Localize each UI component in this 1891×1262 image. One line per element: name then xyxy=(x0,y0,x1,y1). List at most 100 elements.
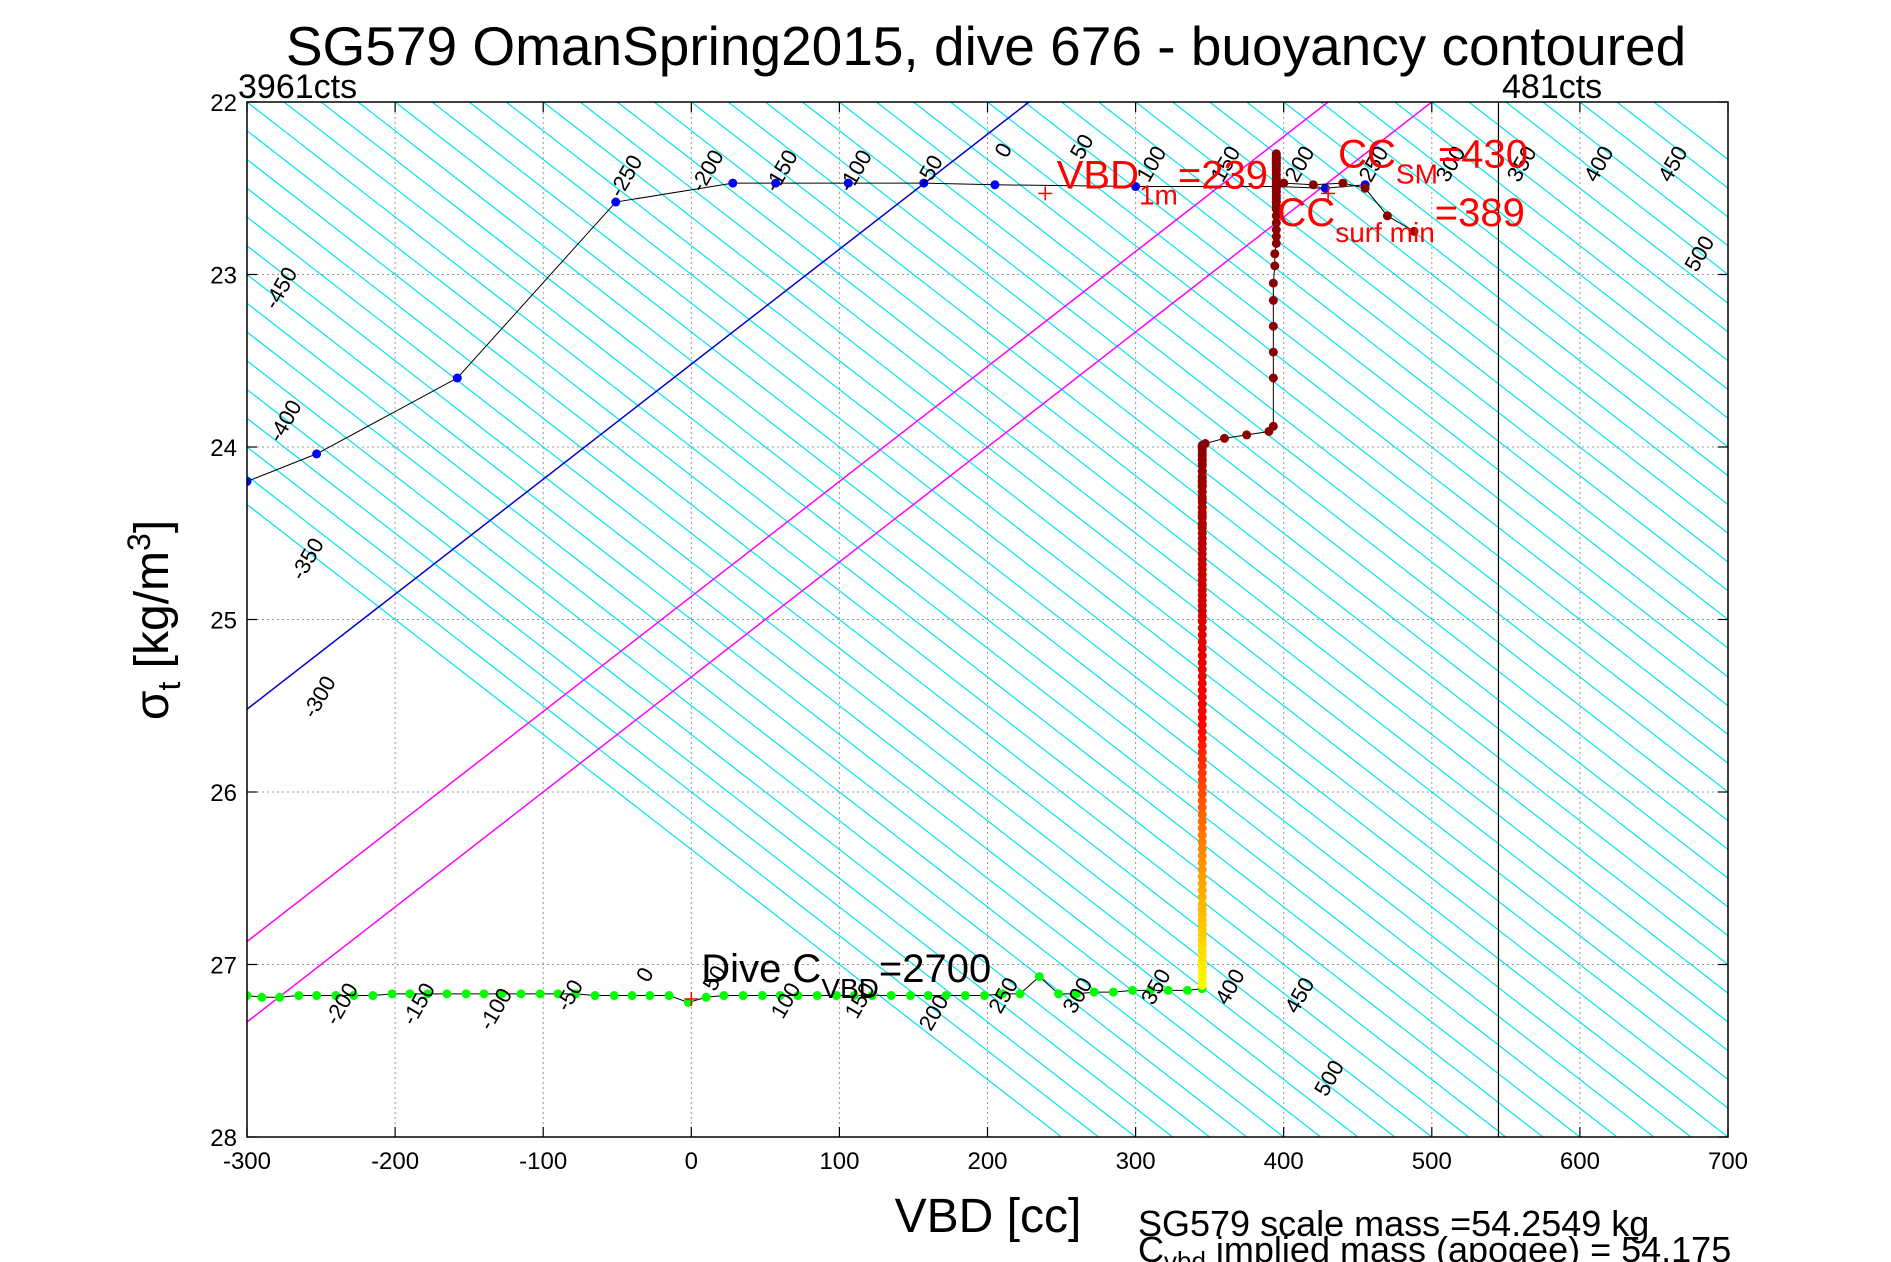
contour-line xyxy=(247,474,1099,1137)
dive-profile-point xyxy=(1308,180,1318,190)
dive-profile-point xyxy=(1242,430,1252,440)
series-1-point xyxy=(905,991,915,1001)
x-tick-label: -200 xyxy=(371,1148,419,1175)
dive-profile-point xyxy=(1197,754,1207,764)
dive-profile-point xyxy=(1197,789,1207,799)
contour-line xyxy=(394,102,1728,1137)
contour-line xyxy=(505,102,1728,1052)
series-1-point xyxy=(553,989,563,999)
y-axis-label: σt [kg/m3] xyxy=(121,520,187,720)
footer-implied-mass-base: C xyxy=(1138,1229,1164,1262)
data-series xyxy=(247,149,1419,1007)
series-1-point xyxy=(442,989,452,999)
series-1-point xyxy=(1163,985,1173,995)
dive-profile-point xyxy=(1197,830,1207,840)
dive-profile-point xyxy=(1197,775,1207,785)
series-1-point xyxy=(1089,987,1099,997)
series-1-point xyxy=(1145,985,1155,995)
dive-profile-point xyxy=(1197,692,1207,702)
dive-profile-point xyxy=(1338,178,1348,188)
dive-profile-point xyxy=(1197,740,1207,750)
dive-profile-point xyxy=(1197,872,1207,882)
contour-line xyxy=(431,102,1728,1110)
dive-profile-point xyxy=(1197,851,1207,861)
series-1-point xyxy=(423,989,433,999)
series-1-point xyxy=(793,991,803,1001)
dive-profile-point xyxy=(1197,658,1207,668)
dive-profile-point xyxy=(1197,796,1207,806)
dive-profile-point xyxy=(1271,232,1281,242)
dive-profile-point xyxy=(1197,651,1207,661)
series-1-point xyxy=(368,991,378,1001)
series-1-point xyxy=(997,989,1007,999)
series-1-point xyxy=(757,991,767,1001)
dive-profile-point xyxy=(1197,858,1207,868)
contour-line xyxy=(1135,102,1728,563)
contour-line xyxy=(247,129,1544,1137)
series-1-point xyxy=(1015,989,1025,999)
series-1-point xyxy=(571,989,581,999)
series-1-point xyxy=(294,991,304,1001)
dive-profile-point xyxy=(1197,768,1207,778)
series-1-point xyxy=(497,989,507,999)
contour-line xyxy=(357,102,1692,1137)
x-tick-label: 100 xyxy=(819,1148,859,1175)
dive-profile-point xyxy=(1197,885,1207,895)
series-0-point xyxy=(728,178,738,188)
dive-profile-point xyxy=(1268,321,1278,331)
series-1-point xyxy=(349,991,359,1001)
footer-implied-mass-sub: vbd xyxy=(1164,1246,1206,1262)
dive-profile-point xyxy=(1279,178,1289,188)
contour-line xyxy=(950,102,1728,707)
dive-profile-point xyxy=(1360,183,1370,193)
series-1-point xyxy=(941,991,951,1001)
series-1-point xyxy=(923,991,933,1001)
contour-line xyxy=(802,102,1728,822)
y-tick-label: 27 xyxy=(210,953,237,980)
contour-line xyxy=(247,158,1507,1137)
dive-profile-point xyxy=(1197,678,1207,688)
x-tick-label: 500 xyxy=(1412,1148,1452,1175)
annotation-sub: surf min xyxy=(1335,217,1435,248)
dive-profile-point xyxy=(1197,892,1207,902)
series-1-point xyxy=(405,989,415,999)
series-1-point xyxy=(461,989,471,999)
contour-line xyxy=(247,331,1285,1137)
dive-profile-point xyxy=(1409,226,1419,236)
dive-profile-point xyxy=(1197,823,1207,833)
series-1-point xyxy=(257,992,267,1002)
contour-line xyxy=(1394,102,1728,362)
contour-line xyxy=(616,102,1728,966)
series-0-point xyxy=(312,449,322,459)
annotation-label: CCSM=430 xyxy=(1338,133,1528,190)
dive-profile-point xyxy=(1197,644,1207,654)
dive-profile-point xyxy=(1197,878,1207,888)
contour-line xyxy=(247,417,1173,1137)
annotation-label: CCsurf min=389 xyxy=(1277,191,1524,248)
series-1-point xyxy=(609,991,619,1001)
series-0-point xyxy=(919,178,929,188)
annotation-base: CC xyxy=(1277,191,1335,235)
series-1-point xyxy=(812,991,822,1001)
x-tick-label: 400 xyxy=(1264,1148,1304,1175)
dive-profile-point xyxy=(1200,439,1210,449)
contour-line xyxy=(247,187,1470,1137)
series-1-point xyxy=(701,992,711,1002)
dive-profile-point xyxy=(1197,623,1207,633)
dive-profile-point xyxy=(1268,421,1278,431)
x-tick-label: 600 xyxy=(1560,1148,1600,1175)
series-0-point xyxy=(611,197,621,207)
contour-line xyxy=(247,359,1248,1137)
annotation-sub: VBD xyxy=(821,973,879,1004)
contour-line xyxy=(1098,102,1728,592)
contour-line xyxy=(1246,102,1728,477)
series-0-point xyxy=(452,373,462,383)
dive-profile-point xyxy=(1197,706,1207,716)
x-tick-label: 700 xyxy=(1708,1148,1748,1175)
dive-profile-point xyxy=(1271,225,1281,235)
annotation-base: Dive C xyxy=(701,947,821,991)
y-tick-label: 28 xyxy=(210,1125,237,1152)
dive-profile-point xyxy=(1197,630,1207,640)
annotation-label: VBD1m=239 xyxy=(1057,153,1268,210)
